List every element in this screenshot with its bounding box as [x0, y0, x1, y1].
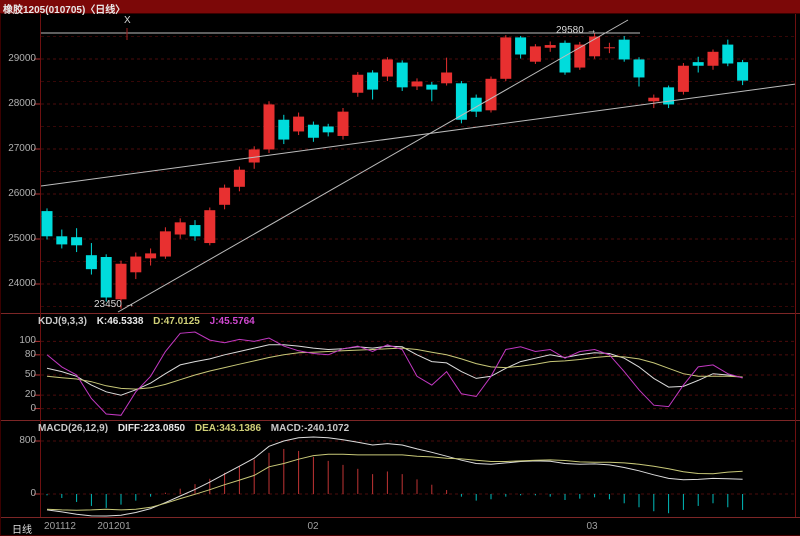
candle-body: [174, 222, 186, 235]
high-price-annotation: 29580 →: [556, 25, 597, 36]
candle-body: [500, 37, 512, 79]
candle-body: [56, 236, 68, 245]
candle-body: [248, 149, 260, 163]
candle-body: [618, 39, 630, 60]
candle-body: [381, 59, 393, 77]
candle-body: [115, 263, 127, 300]
title-bar: 橡胶1205(010705)〈日线〉: [0, 0, 800, 16]
low-price-annotation: 23450 →: [94, 299, 135, 310]
candle-body: [145, 253, 157, 259]
candle-body: [603, 47, 615, 49]
candle-body: [41, 211, 53, 237]
candle-body: [574, 44, 586, 68]
candle-body: [648, 97, 660, 102]
candle-body: [737, 62, 749, 81]
candle-body: [278, 119, 290, 140]
candle-body: [559, 42, 571, 73]
candle-body: [307, 124, 319, 138]
candle-body: [677, 65, 689, 92]
candle-body: [722, 44, 734, 64]
candle-body: [589, 36, 601, 57]
candle-body: [85, 255, 97, 270]
kdj-indicator-name: KDJ(9,3,3): [38, 316, 87, 327]
macd-dea-value: DEA:343.1386: [194, 423, 262, 434]
candle-body: [663, 87, 675, 105]
candle-body: [367, 72, 379, 90]
candle-body: [485, 78, 497, 111]
kdj-d-value: D:47.0125: [153, 316, 200, 327]
candle-body: [337, 111, 349, 136]
k-line: [46, 344, 743, 396]
candle-body: [189, 225, 201, 237]
macd-header: MACD(26,12,9) DIFF:223.0850 DEA:343.1386…: [38, 423, 356, 434]
candle-body: [100, 257, 112, 298]
trendline: [117, 19, 629, 313]
dea-line: [46, 453, 743, 511]
candle-body: [707, 51, 719, 66]
cursor-marker: X: [124, 15, 131, 26]
candle-body: [322, 126, 334, 133]
candle-body: [544, 45, 556, 48]
j-line: [46, 331, 743, 416]
candle-body: [204, 210, 216, 244]
kdj-j-value: J:45.5764: [209, 316, 255, 327]
candle-body: [529, 46, 541, 62]
candle-body: [219, 187, 231, 205]
candle-body: [633, 59, 645, 78]
trendline: [40, 83, 797, 187]
macd-macd-value: MACD:-240.1072: [270, 423, 350, 434]
candle-body: [159, 231, 171, 257]
kdj-k-value: K:46.5338: [96, 316, 144, 327]
window-title: 橡胶1205(010705)〈日线〉: [3, 5, 126, 16]
period-label: 日线: [12, 525, 32, 536]
candle-body: [692, 62, 704, 66]
candle-body: [426, 84, 438, 90]
candle-body: [293, 116, 305, 132]
candle-body: [455, 83, 467, 120]
candle-body: [233, 169, 245, 187]
candle-body: [441, 72, 453, 84]
candle-body: [263, 104, 275, 150]
candle-body: [352, 74, 364, 93]
diff-line: [46, 436, 743, 517]
candle-body: [411, 81, 423, 87]
d-line: [46, 347, 743, 390]
macd-diff-value: DIFF:223.0850: [117, 423, 186, 434]
candle-body: [71, 237, 83, 246]
candle-body: [470, 97, 482, 112]
candle-body: [396, 62, 408, 88]
kdj-header: KDJ(9,3,3) K:46.5338 D:47.0125 J:45.5764: [38, 316, 262, 327]
candle-body: [515, 37, 527, 55]
macd-indicator-name: MACD(26,12,9): [38, 423, 109, 434]
candle-body: [130, 256, 142, 273]
